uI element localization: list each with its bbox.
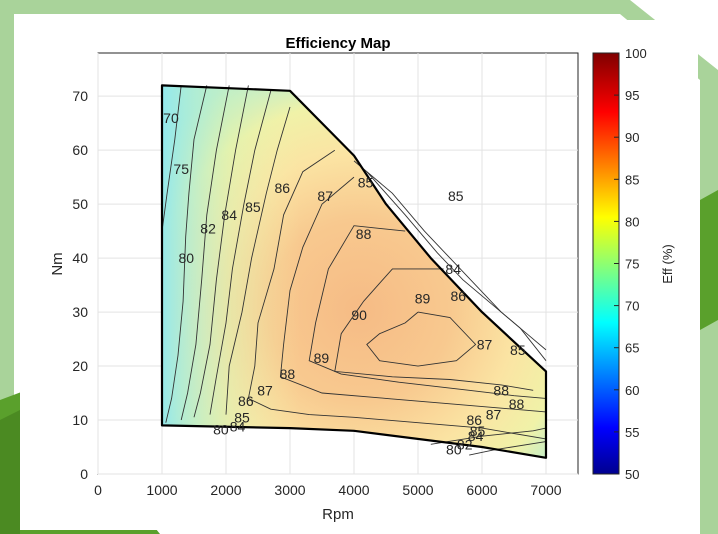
- x-tick-label: 3000: [274, 482, 305, 498]
- contour-label: 85: [245, 199, 261, 215]
- contour-label: 82: [457, 436, 473, 452]
- colorbar-tick-label: 50: [625, 467, 639, 482]
- contour-label: 82: [200, 220, 216, 236]
- colorbar-tick-label: 100: [625, 46, 647, 61]
- colorbar-tick-label: 60: [625, 383, 639, 398]
- boundary-line: [160, 84, 548, 459]
- contour-label: 80: [446, 442, 462, 458]
- contour-label: 88: [509, 396, 525, 412]
- contour-label: 84: [468, 428, 484, 444]
- y-tick-label: 50: [72, 196, 88, 212]
- contour-label: 89: [415, 291, 431, 307]
- colorbar-tick-label: 95: [625, 88, 639, 103]
- contour-line: [247, 149, 547, 440]
- x-tick-label: 7000: [530, 482, 561, 498]
- contour-label: 86: [275, 180, 291, 196]
- contour-label: 85: [448, 188, 464, 204]
- contour-line: [225, 106, 291, 415]
- y-tick-label: 60: [72, 142, 88, 158]
- colorbar-tick-label: 55: [625, 425, 639, 440]
- colorbar-tick-label: 70: [625, 299, 639, 314]
- contour-line: [366, 311, 477, 367]
- contour-label: 86: [467, 412, 483, 428]
- colorbar-tick-label: 80: [625, 214, 639, 229]
- y-tick-label: 30: [72, 304, 88, 320]
- contour-line: [366, 171, 547, 361]
- y-tick-label: 20: [72, 358, 88, 374]
- contour-label: 84: [445, 261, 461, 277]
- contour-label: 87: [257, 382, 273, 398]
- x-tick-label: 5000: [402, 482, 433, 498]
- contour-label: 85: [470, 423, 486, 439]
- x-tick-label: 1000: [146, 482, 177, 498]
- y-axis-ticks: 0 10 20 30 40 50 60 70: [72, 88, 88, 482]
- contour-label: 84: [230, 419, 246, 435]
- contour-line: [279, 176, 547, 413]
- contour-line: [180, 85, 230, 421]
- contour-label: 80: [213, 422, 229, 438]
- contour-line: [209, 90, 272, 415]
- low-efficiency-wash: [162, 85, 546, 458]
- contour-label: 87: [317, 188, 333, 204]
- contour-label: 85: [358, 175, 374, 191]
- colorbar-ticks: 50 55 60 65 70 75 80 85 90 95 100: [614, 46, 647, 482]
- contour-label: 87: [486, 407, 502, 423]
- y-tick-label: 0: [80, 466, 88, 482]
- y-axis-label: Nm: [49, 252, 66, 275]
- x-tick-label: 0: [94, 482, 102, 498]
- efficiency-region: [162, 85, 546, 458]
- contour-label: 88: [493, 382, 509, 398]
- contour-label: 88: [280, 366, 296, 382]
- chart-title: Efficiency Map: [285, 35, 390, 52]
- y-tick-label: 70: [72, 88, 88, 104]
- contour-line: [353, 160, 547, 351]
- contour-line: [193, 85, 249, 418]
- colorbar-tick-label: 75: [625, 257, 639, 272]
- contour-label: 85: [234, 409, 250, 425]
- colorbar-tick-label: 85: [625, 172, 639, 187]
- contour-line: [161, 85, 182, 232]
- contour-line: [165, 85, 208, 423]
- contour-label: 86: [451, 288, 467, 304]
- x-axis-ticks: 0 1000 2000 3000 4000 5000 6000 7000: [94, 482, 562, 498]
- colorbar-tick-label: 65: [625, 341, 639, 356]
- y-tick-label: 40: [72, 250, 88, 266]
- contour-lines: [161, 85, 547, 456]
- x-tick-label: 2000: [210, 482, 241, 498]
- contour-label: 85: [510, 342, 526, 358]
- contour-label: 80: [179, 250, 195, 266]
- contour-label: 75: [173, 161, 189, 177]
- contour-label: 90: [351, 307, 367, 323]
- contour-line: [334, 268, 534, 391]
- x-tick-label: 4000: [338, 482, 369, 498]
- contour-label: 70: [163, 110, 179, 126]
- contour-label: 89: [314, 350, 330, 366]
- contour-label: 88: [356, 226, 372, 242]
- contour-line: [308, 225, 547, 399]
- contour-label: 84: [221, 207, 237, 223]
- y-tick-label: 10: [72, 412, 88, 428]
- colorbar-label: Eff (%): [660, 244, 675, 284]
- x-tick-label: 6000: [466, 482, 497, 498]
- colorbar-tick-label: 90: [625, 130, 639, 145]
- contour-line: [430, 427, 547, 445]
- edge-accent-right: [700, 190, 718, 330]
- x-axis-label: Rpm: [322, 506, 354, 523]
- operating-boundary: [160, 84, 548, 459]
- contour-label: 86: [238, 393, 254, 409]
- corner-accent-shade: [0, 410, 20, 534]
- contour-label: 87: [477, 336, 493, 352]
